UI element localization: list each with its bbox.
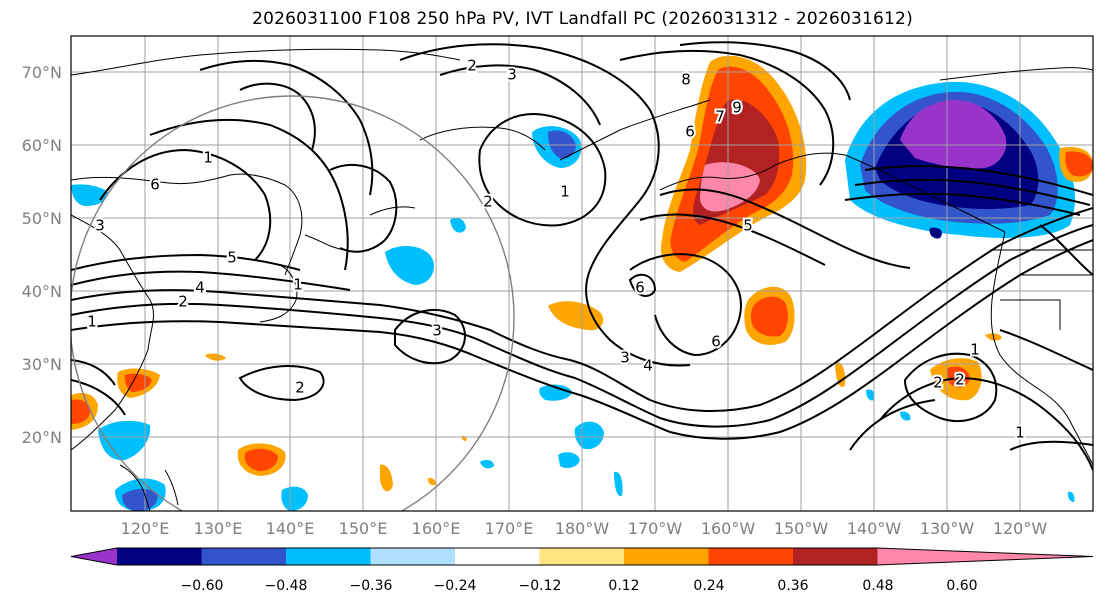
colorbar-tick-label: −0.12 (519, 578, 562, 594)
colorbar-tick-label: −0.24 (434, 578, 477, 594)
map-title: 2026031100 F108 250 hPa PV, IVT Landfall… (252, 9, 913, 29)
longitude-labels: 120°E 130°E 140°E 150°E 160°E 170°E 180°… (121, 519, 1048, 538)
contour-label: 2 (467, 57, 477, 75)
lon-label: 120°W (993, 519, 1048, 538)
colorbar-segment (455, 548, 540, 565)
lon-label: 140°W (847, 519, 902, 538)
contour-label: 1 (293, 276, 303, 294)
contour-label: 5 (743, 217, 753, 235)
contour-label: 6 (150, 176, 160, 194)
contour-label: 2 (178, 293, 188, 311)
colorbar-segment (539, 548, 625, 565)
colorbar-segment (201, 548, 287, 565)
contour-label: 7 (715, 108, 725, 126)
lon-label: 150°E (339, 519, 388, 538)
latitude-labels: 70°N 60°N 50°N 40°N 30°N 20°N (22, 63, 62, 447)
contour-label: 5 (227, 249, 237, 267)
contour-label: 2 (955, 371, 965, 389)
contour-label: 6 (635, 279, 645, 297)
colorbar-tick-label: −0.36 (350, 578, 393, 594)
lat-label: 50°N (22, 209, 62, 228)
colorbar-tick-label: 0.48 (862, 578, 893, 594)
colorbar-segment (117, 548, 202, 565)
contour-label: 1 (560, 183, 570, 201)
contour-label: 2 (933, 374, 943, 392)
lon-label: 160°E (412, 519, 461, 538)
contour-label: 8 (681, 71, 691, 89)
lat-label: 20°N (22, 428, 62, 447)
colorbar-segment (708, 548, 794, 565)
colorbar-tick-label: 0.60 (946, 578, 977, 594)
colorbar-extension-low (71, 548, 117, 565)
contour-label: 3 (620, 349, 630, 367)
contour-label: 2 (295, 379, 305, 397)
lon-label: 140°E (266, 519, 315, 538)
colorbar-tick-label: 0.12 (608, 578, 639, 594)
contour-label: 1 (203, 149, 213, 167)
colorbar-tick-label: 0.24 (693, 578, 724, 594)
contour-label: 1 (970, 341, 980, 359)
positive-anomaly-shading (71, 55, 1093, 492)
pv-contours (71, 41, 1093, 471)
lat-label: 30°N (22, 355, 62, 374)
lat-label: 60°N (22, 136, 62, 155)
colorbar-tick-labels: −0.60 −0.48 −0.36 −0.24 −0.12 0.12 0.24 … (181, 578, 978, 594)
contour-label: 3 (95, 217, 105, 235)
lon-label: 120°E (121, 519, 170, 538)
contour-label: 4 (643, 357, 653, 375)
coastlines (71, 48, 1093, 511)
lon-label: 170°W (628, 519, 683, 538)
contour-label: 9 (732, 99, 742, 117)
map-frame (70, 35, 1094, 512)
colorbar-tick-label: −0.48 (265, 578, 308, 594)
contour-label: 6 (685, 123, 695, 141)
lat-label: 40°N (22, 282, 62, 301)
colorbar-tick-label: −0.60 (181, 578, 224, 594)
lon-label: 160°W (701, 519, 756, 538)
colorbar-segment (793, 548, 878, 565)
lon-label: 130°E (194, 519, 243, 538)
contour-label: 3 (507, 66, 517, 84)
colorbar-segment (286, 548, 371, 565)
colorbar-tick-label: 0.36 (777, 578, 808, 594)
colorbar-segment (370, 548, 456, 565)
colorbar-segment (624, 548, 709, 565)
lon-label: 130°W (920, 519, 975, 538)
lon-label: 170°E (485, 519, 534, 538)
lon-label: 150°W (774, 519, 829, 538)
contour-label: 1 (87, 313, 97, 331)
contour-label: 4 (195, 279, 205, 297)
negative-anomaly-shading (71, 81, 1075, 511)
lat-label: 70°N (22, 63, 62, 82)
contour-label: 6 (711, 333, 721, 351)
contour-label: 2 (483, 193, 493, 211)
colorbar-extension-high (877, 548, 1093, 565)
contour-label: 1 (1015, 424, 1025, 442)
range-circle (71, 95, 515, 511)
lon-label: 180°W (555, 519, 610, 538)
contour-label: 3 (432, 322, 442, 340)
colorbar (70, 547, 1094, 566)
colorbar-outline (70, 547, 1094, 566)
